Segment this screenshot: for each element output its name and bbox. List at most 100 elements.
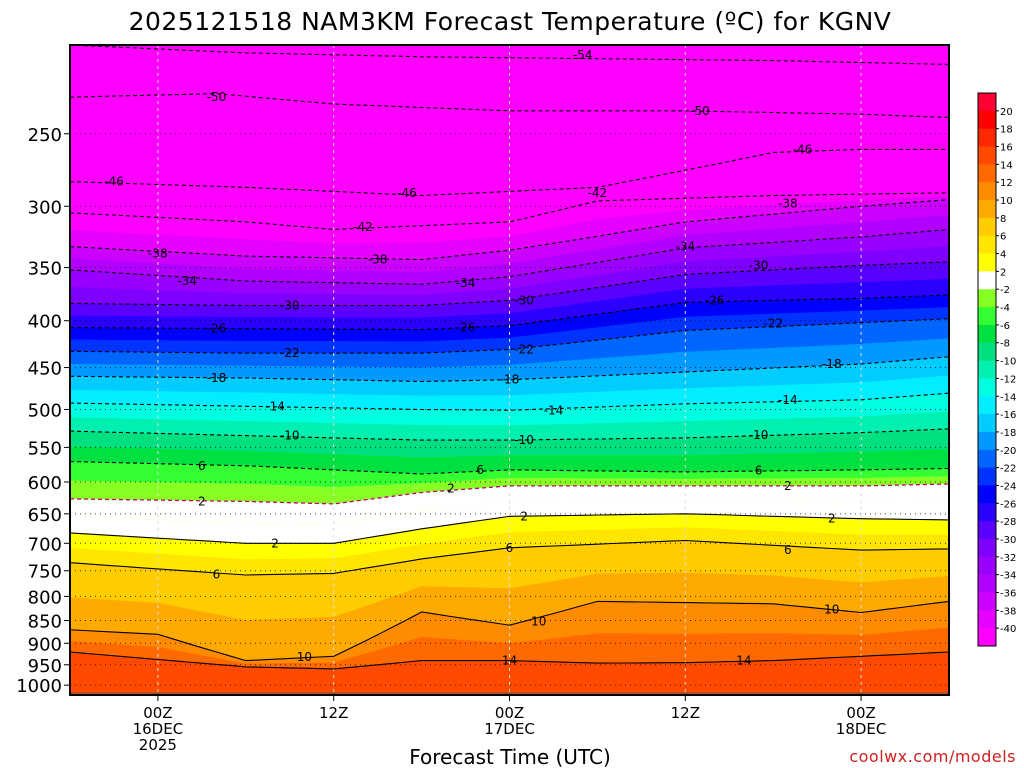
- y-tick-label: 800: [28, 587, 62, 608]
- contour-label: 6: [506, 541, 514, 555]
- colorbar: 20 18 16 14 12 10 8 6 4 2 -2 -4 -6 -8 -10 -12 -14 -16 -18 -…: [977, 92, 1016, 647]
- colorbar-swatch: [978, 93, 996, 112]
- colorbar-swatch: [978, 521, 996, 540]
- contour-label: -34: [177, 274, 197, 288]
- x-tick-label: 00Z: [143, 704, 172, 722]
- colorbar-label: -2: [1000, 285, 1010, 296]
- colorbar-swatch: [978, 610, 996, 629]
- isotherm-line: [70, 199, 949, 261]
- band-warmest: [70, 652, 949, 695]
- temperature-band: [70, 229, 949, 295]
- contour-label: 10: [531, 614, 546, 628]
- contour-label: -46: [397, 186, 417, 200]
- contour-label: -54: [573, 48, 593, 62]
- contour-label: 14: [736, 654, 751, 668]
- colorbar-label: -8: [1000, 339, 1010, 350]
- contour-label: -26: [207, 322, 227, 336]
- colorbar-swatch: [978, 556, 996, 576]
- contour-labels: -54 -50 -50 -46 -46 -46 -42 -42 -38 -38 -38 -34 -34 -…: [104, 48, 841, 668]
- temperature-band: [70, 295, 949, 342]
- contour-label: -18: [500, 373, 520, 387]
- colorbar-label: -22: [1000, 464, 1016, 475]
- contour-label: 6: [198, 459, 206, 473]
- isotherm-line: [70, 539, 949, 576]
- colorbar-label: 16: [1000, 143, 1013, 154]
- contour-label: -26: [456, 321, 476, 335]
- colorbar-swatch: [978, 182, 996, 201]
- y-tick-label: 900: [28, 634, 62, 655]
- chart-title: 2025121518 NAM3KM Forecast Temperature (…: [129, 7, 892, 36]
- colorbar-label: 8: [1000, 214, 1006, 225]
- plot-area: -54 -50 -50 -46 -46 -46 -42 -42 -38 -38 -38 -34 -34 -…: [70, 45, 949, 695]
- y-tick-label: 350: [28, 259, 62, 280]
- y-tick-label: 550: [28, 438, 62, 459]
- contour-label: -14: [778, 393, 798, 407]
- temperature-band: [70, 278, 949, 330]
- colorbar-swatch: [978, 271, 996, 290]
- y-tick-label: 700: [28, 534, 62, 555]
- temperature-band: [70, 356, 949, 396]
- temperature-band: [70, 318, 949, 368]
- colorbar-swatch: [978, 538, 996, 558]
- temperature-band: [70, 484, 949, 525]
- colorbar-label: -12: [1000, 374, 1016, 385]
- colorbar-label: -30: [1000, 535, 1016, 546]
- contour-label: -50: [207, 90, 227, 104]
- contour-label: -10: [514, 433, 534, 447]
- temperature-band: [70, 149, 949, 211]
- x-tick-label: 12Z: [671, 704, 700, 722]
- grid-lines: [70, 45, 949, 695]
- temperature-band: [70, 246, 949, 306]
- colorbar-label: -16: [1000, 410, 1016, 421]
- isotherm-lines: [70, 45, 949, 670]
- y-tick-label: 850: [28, 612, 62, 633]
- contour-label: 2: [828, 512, 836, 526]
- colorbar-swatch: [978, 449, 996, 469]
- contour-label: 2: [784, 479, 792, 493]
- colorbar-swatch: [978, 467, 996, 486]
- colorbar-swatch: [978, 289, 996, 308]
- contour-label: -26: [705, 293, 725, 307]
- colorbar-label: -4: [1000, 303, 1010, 314]
- x-tick-label: 17DEC: [484, 720, 535, 738]
- y-tick-label: 450: [28, 359, 62, 380]
- y-tick-label: 1000: [16, 676, 62, 697]
- colorbar-label: -34: [1000, 571, 1016, 582]
- contour-label: -46: [104, 175, 124, 189]
- contour-label: -42: [588, 186, 608, 200]
- temperature-band: [70, 428, 949, 458]
- colorbar-swatch: [978, 307, 996, 326]
- x-tick-label: 2025: [139, 736, 177, 754]
- colorbar-swatch: [978, 574, 996, 593]
- colorbar-label: -40: [1000, 624, 1016, 635]
- temperature-band: [70, 261, 949, 318]
- colorbar-swatch: [978, 592, 996, 611]
- colorbar-swatch: [978, 164, 996, 183]
- contour-label: -30: [280, 299, 300, 313]
- temperature-band: [70, 375, 949, 411]
- temperature-band: [70, 338, 949, 382]
- contour-label: -38: [368, 253, 388, 267]
- x-tick-label: 12Z: [319, 704, 348, 722]
- isotherm-line: [70, 513, 949, 544]
- colorbar-label: -10: [1000, 357, 1016, 368]
- contour-label: -18: [822, 357, 842, 371]
- temperature-band: [70, 307, 949, 354]
- contour-label: 6: [755, 464, 763, 478]
- colorbar-label: 12: [1000, 178, 1013, 189]
- credit-link[interactable]: coolwx.com/models: [849, 747, 1016, 766]
- temperature-band: [70, 572, 949, 661]
- contour-label: 10: [824, 603, 839, 617]
- contour-label: 2: [520, 509, 528, 523]
- colorbar-label: -38: [1000, 606, 1016, 617]
- contour-label: -10: [749, 428, 769, 442]
- colorbar-label: -14: [1000, 392, 1016, 403]
- temperature-bands: [70, 45, 949, 695]
- colorbar-label: 14: [1000, 160, 1013, 171]
- y-tick-label: 950: [28, 656, 62, 677]
- contour-label: -34: [675, 240, 695, 254]
- x-axis-title: Forecast Time (UTC): [409, 745, 611, 768]
- temperature-band: [70, 196, 949, 260]
- colorbar-label: -6: [1000, 321, 1010, 332]
